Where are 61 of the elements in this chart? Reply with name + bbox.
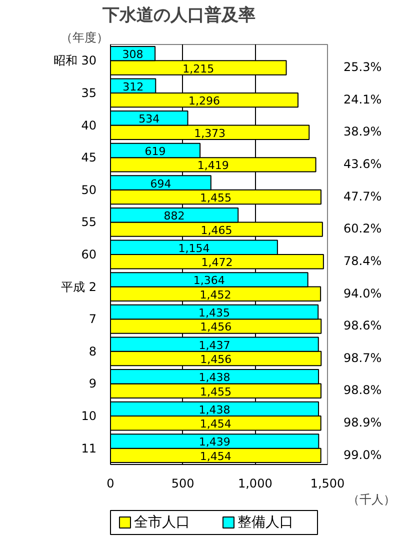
- text: 78.4%: [344, 254, 382, 268]
- text: 98.7%: [344, 350, 382, 365]
- x-tick-label: 0: [106, 476, 114, 490]
- y-tick-label: 60: [81, 248, 97, 262]
- y-tick-label: 11: [81, 441, 97, 456]
- data-label: 1,437: [198, 338, 230, 352]
- text: 99.0%: [344, 448, 382, 462]
- legend-label: 全市人口: [134, 514, 190, 530]
- data-label: 1,456: [200, 353, 232, 366]
- y-tick-label: 55: [81, 215, 97, 230]
- text: 98.6%: [344, 318, 382, 333]
- y-tick-label: 9: [88, 376, 97, 391]
- text: 98.8%: [344, 383, 382, 398]
- data-label: 1,452: [200, 288, 232, 302]
- data-label: 1,435: [198, 306, 230, 320]
- data-label: 1,454: [200, 418, 232, 431]
- data-label: 1,364: [193, 274, 225, 288]
- data-label: 882: [164, 210, 185, 223]
- data-label: 619: [144, 144, 166, 158]
- x-tick-label: 1,500: [310, 476, 345, 490]
- y-tick-label: 7: [88, 312, 97, 326]
- data-label: 1,296: [188, 94, 220, 108]
- data-label: 1,454: [200, 450, 232, 463]
- text: 94.0%: [344, 286, 382, 300]
- text: 43.6%: [344, 157, 382, 172]
- data-label: 534: [138, 112, 160, 126]
- x-axis-title: （千人）: [348, 492, 396, 506]
- y-tick-label: 昭和 30: [53, 54, 97, 68]
- data-label: 1,419: [197, 159, 229, 172]
- y-tick-label: 8: [88, 344, 97, 358]
- data-label: 1,438: [198, 371, 230, 384]
- y-tick-label: 40: [81, 118, 97, 132]
- text: 24.1%: [344, 92, 382, 106]
- data-label: 1,154: [178, 242, 210, 255]
- data-label: 1,455: [200, 385, 232, 398]
- data-label: 308: [122, 48, 144, 62]
- y-tick-label: 35: [81, 86, 97, 100]
- data-label: 312: [122, 80, 144, 94]
- data-label: 1,455: [200, 191, 232, 204]
- data-label: 1,439: [198, 436, 230, 449]
- data-label: 1,472: [201, 256, 233, 270]
- y-tick-label: 45: [81, 150, 97, 165]
- data-label: 694: [150, 177, 172, 190]
- y-tick-label: 50: [81, 182, 97, 197]
- text: 60.2%: [344, 222, 382, 236]
- y-tick-label: 平成 2: [61, 280, 97, 294]
- text: 47.7%: [344, 189, 382, 204]
- data-label: 1,465: [200, 224, 232, 237]
- text: 38.9%: [344, 124, 382, 139]
- y-axis-title: （年度）: [60, 30, 108, 44]
- x-tick-label: 1,000: [238, 476, 272, 490]
- legend-label: 整備人口: [237, 514, 294, 530]
- y-tick-label: 10: [81, 409, 97, 424]
- data-label: 1,215: [182, 62, 214, 76]
- text: 25.3%: [344, 60, 382, 74]
- data-label: 1,373: [194, 126, 226, 140]
- chart-title: 下水道の人口普及率: [102, 4, 256, 26]
- data-label: 1,456: [200, 320, 232, 334]
- text: 98.9%: [344, 416, 382, 430]
- x-tick-label: 500: [171, 476, 194, 490]
- data-label: 1,438: [198, 403, 230, 416]
